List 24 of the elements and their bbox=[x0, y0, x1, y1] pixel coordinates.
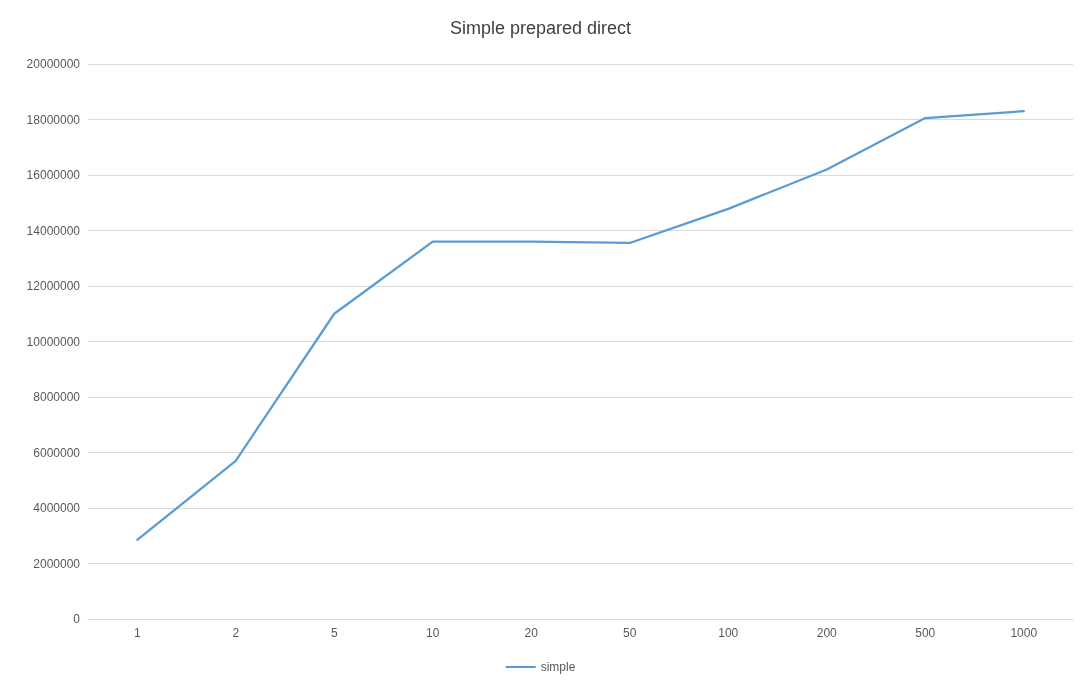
y-tick-label: 16000000 bbox=[26, 168, 81, 182]
y-tick-label: 2000000 bbox=[33, 556, 81, 571]
line-series bbox=[136, 110, 1025, 542]
x-tick-label: 1 bbox=[133, 626, 141, 640]
x-tick-label: 200 bbox=[816, 626, 838, 640]
y-tick-label: 14000000 bbox=[26, 223, 81, 238]
x-tick-label: 20 bbox=[524, 626, 539, 640]
x-tick-label: 500 bbox=[915, 626, 936, 640]
y-tick-label: 0 bbox=[73, 612, 81, 626]
x-tick-label: 100 bbox=[718, 626, 739, 640]
chart-title: Simple prepared direct bbox=[449, 18, 632, 38]
y-tick-label: 18000000 bbox=[26, 112, 81, 127]
x-tick-label: 50 bbox=[623, 626, 637, 640]
legend-label: simple bbox=[540, 660, 576, 674]
y-tick-label: 6000000 bbox=[33, 445, 81, 460]
x-tick-label: 10 bbox=[426, 626, 440, 640]
x-tick-label: 5 bbox=[330, 626, 338, 640]
y-tick-label: 4000000 bbox=[33, 501, 81, 515]
y-tick-label: 10000000 bbox=[26, 334, 81, 349]
y-tick-label: 20000000 bbox=[26, 57, 81, 71]
y-tick-label: 8000000 bbox=[33, 390, 81, 404]
x-tick-label: 1000 bbox=[1010, 626, 1038, 640]
y-tick-label: 12000000 bbox=[26, 279, 81, 293]
x-tick-label: 2 bbox=[232, 626, 240, 640]
